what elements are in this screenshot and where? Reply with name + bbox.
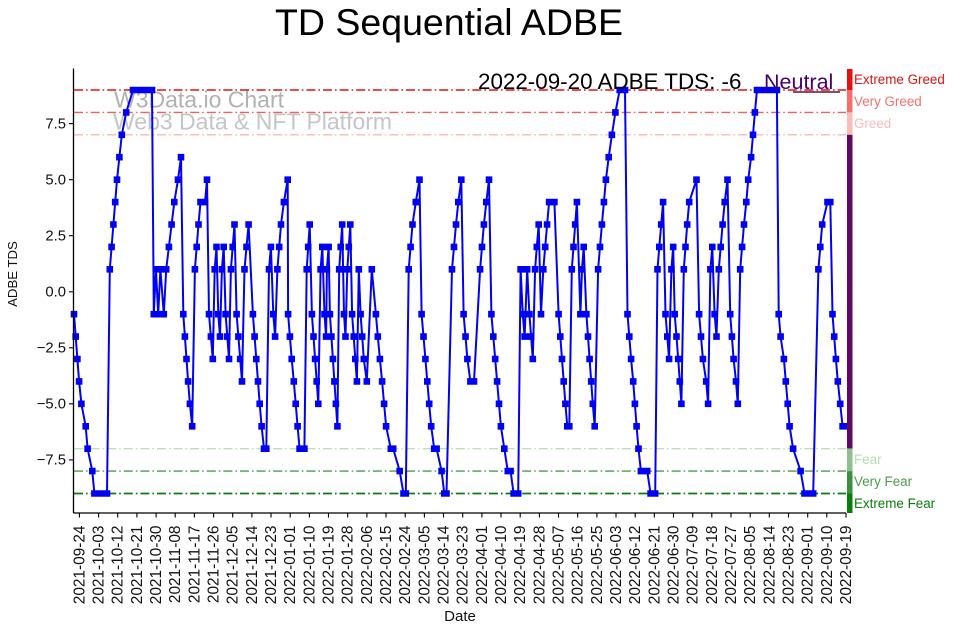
- svg-text:Date: Date: [444, 608, 476, 625]
- svg-text:Very Fear: Very Fear: [854, 474, 913, 489]
- svg-text:2022-06-03: 2022-06-03: [608, 526, 625, 605]
- svg-text:Extreme Fear: Extreme Fear: [854, 496, 936, 511]
- svg-text:2022-01-28: 2022-01-28: [340, 526, 357, 605]
- svg-text:2022-08-23: 2022-08-23: [781, 526, 798, 605]
- svg-text:2022-07-09: 2022-07-09: [685, 526, 702, 605]
- svg-text:2022-06-30: 2022-06-30: [666, 526, 683, 605]
- svg-text:2022-04-28: 2022-04-28: [531, 526, 548, 605]
- svg-text:2022-06-12: 2022-06-12: [627, 526, 644, 605]
- svg-text:TD Sequential ADBE: TD Sequential ADBE: [275, 1, 623, 43]
- svg-text:0.0: 0.0: [45, 284, 66, 300]
- svg-text:2022-05-25: 2022-05-25: [589, 526, 606, 605]
- svg-text:Neutral: Neutral: [764, 70, 833, 94]
- svg-text:2022-05-16: 2022-05-16: [570, 526, 587, 605]
- svg-text:2022-05-07: 2022-05-07: [551, 526, 568, 605]
- svg-text:2022-02-06: 2022-02-06: [359, 526, 376, 605]
- svg-text:2022-02-15: 2022-02-15: [378, 526, 395, 605]
- svg-text:2022-07-27: 2022-07-27: [723, 526, 740, 605]
- svg-text:2.5: 2.5: [45, 228, 66, 244]
- svg-text:Extreme Greed: Extreme Greed: [854, 72, 945, 87]
- svg-text:Greed: Greed: [854, 116, 891, 131]
- svg-text:2021-12-14: 2021-12-14: [244, 525, 261, 604]
- svg-text:2021-12-23: 2021-12-23: [263, 526, 280, 605]
- svg-text:−2.5: −2.5: [37, 341, 66, 357]
- svg-text:5.0: 5.0: [45, 172, 66, 188]
- svg-text:2021-10-12: 2021-10-12: [110, 526, 127, 605]
- svg-text:2022-04-01: 2022-04-01: [474, 526, 491, 605]
- svg-text:2022-01-01: 2022-01-01: [282, 526, 299, 605]
- svg-text:2022-09-01: 2022-09-01: [800, 526, 817, 605]
- svg-text:2021-11-08: 2021-11-08: [167, 526, 184, 604]
- svg-text:Very Greed: Very Greed: [854, 94, 922, 109]
- svg-text:−7.5: −7.5: [37, 453, 66, 469]
- svg-text:7.5: 7.5: [45, 116, 66, 132]
- svg-text:2022-08-14: 2022-08-14: [761, 525, 778, 604]
- svg-text:2022-07-18: 2022-07-18: [704, 526, 721, 605]
- svg-text:2022-01-10: 2022-01-10: [301, 526, 318, 605]
- svg-text:2022-02-24: 2022-02-24: [397, 525, 414, 604]
- svg-text:2022-03-14: 2022-03-14: [436, 525, 453, 604]
- svg-text:2022-06-21: 2022-06-21: [646, 526, 663, 605]
- svg-text:2021-10-21: 2021-10-21: [129, 526, 146, 605]
- svg-text:2021-11-26: 2021-11-26: [206, 526, 223, 604]
- svg-text:2022-08-05: 2022-08-05: [742, 526, 759, 605]
- svg-text:2022-09-19: 2022-09-19: [838, 526, 855, 605]
- svg-text:2021-11-17: 2021-11-17: [186, 526, 203, 604]
- svg-text:2021-10-03: 2021-10-03: [91, 526, 108, 605]
- svg-text:2022-09-20 ADBE TDS: -6: 2022-09-20 ADBE TDS: -6: [478, 69, 741, 94]
- svg-text:2022-04-19: 2022-04-19: [512, 526, 529, 605]
- svg-text:2021-10-30: 2021-10-30: [148, 526, 165, 605]
- svg-text:2021-09-24: 2021-09-24: [71, 525, 88, 604]
- svg-text:ADBE TDS: ADBE TDS: [5, 241, 20, 307]
- svg-text:2022-03-23: 2022-03-23: [455, 526, 472, 605]
- svg-text:2022-01-19: 2022-01-19: [321, 526, 338, 605]
- svg-text:2022-09-10: 2022-09-10: [819, 526, 836, 605]
- svg-text:2021-12-05: 2021-12-05: [225, 526, 242, 605]
- svg-text:2022-04-10: 2022-04-10: [493, 526, 510, 605]
- svg-text:Fear: Fear: [854, 452, 882, 467]
- svg-text:−5.0: −5.0: [37, 397, 66, 413]
- svg-text:2022-03-05: 2022-03-05: [416, 526, 433, 605]
